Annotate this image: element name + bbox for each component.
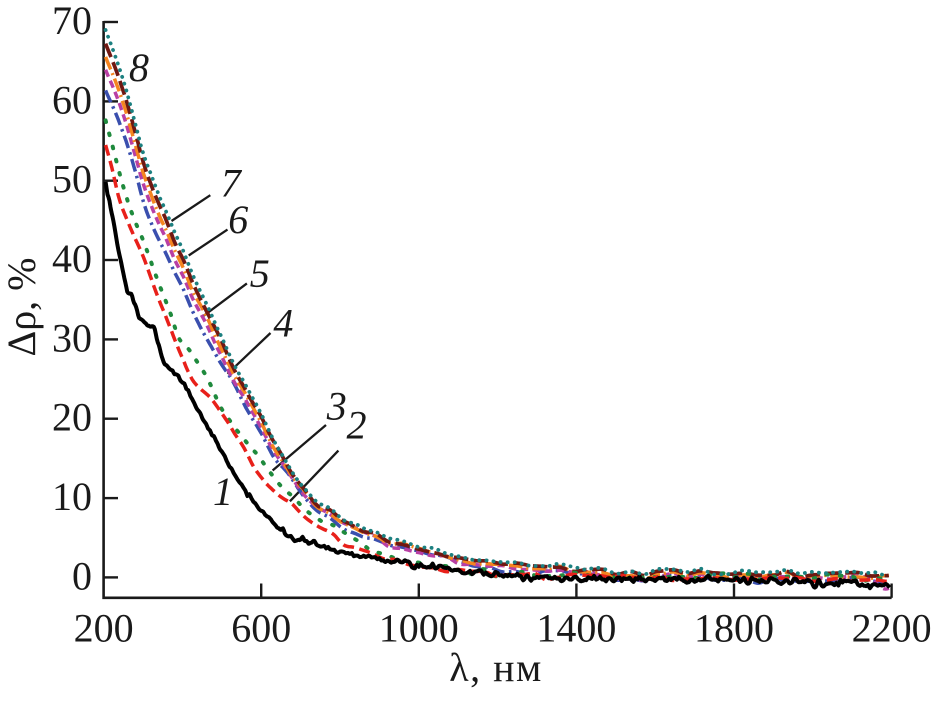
- svg-text:200: 200: [74, 606, 134, 651]
- svg-text:70: 70: [52, 0, 92, 43]
- svg-text:7: 7: [221, 161, 243, 206]
- svg-text:1800: 1800: [694, 606, 774, 651]
- svg-text:2200: 2200: [852, 606, 932, 651]
- svg-text:40: 40: [52, 236, 92, 281]
- svg-text:8: 8: [129, 45, 149, 90]
- svg-text:5: 5: [250, 251, 270, 296]
- svg-text:3: 3: [326, 384, 347, 429]
- svg-text:1000: 1000: [379, 606, 459, 651]
- svg-text:λ, нм: λ, нм: [449, 645, 543, 690]
- svg-text:30: 30: [52, 315, 92, 360]
- svg-text:1400: 1400: [536, 606, 616, 651]
- svg-text:60: 60: [52, 77, 92, 122]
- svg-text:Δρ, %: Δρ, %: [0, 257, 44, 356]
- svg-text:0: 0: [72, 553, 92, 598]
- svg-text:50: 50: [52, 157, 92, 202]
- svg-text:600: 600: [231, 606, 291, 651]
- svg-text:6: 6: [228, 197, 248, 242]
- svg-text:20: 20: [52, 395, 92, 440]
- svg-text:1: 1: [213, 469, 233, 514]
- svg-text:10: 10: [52, 474, 92, 519]
- svg-text:4: 4: [273, 301, 293, 346]
- svg-text:2: 2: [347, 403, 367, 448]
